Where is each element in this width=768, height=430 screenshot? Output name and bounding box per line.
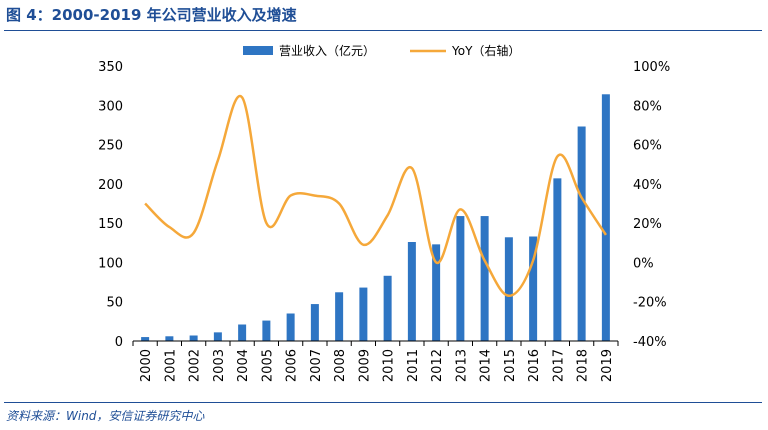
x-tick-label: 2009: [357, 349, 372, 382]
left-tick-label: 250: [98, 139, 123, 154]
x-axis-ticks: 2000 2001 2002 2003 2004 2005 2006 2007 2008 2009…: [132, 341, 619, 382]
revenue-bar: [383, 275, 392, 341]
revenue-bar: [262, 320, 271, 341]
left-tick-label: 150: [98, 217, 123, 232]
revenue-bars: [141, 94, 610, 342]
revenue-bar: [165, 336, 174, 341]
right-tick-label: 100%: [633, 60, 670, 75]
right-axis-ticks: -40% -20% 0% 20% 40% 60% 80% 100%: [633, 60, 670, 350]
x-tick-label: 2014: [479, 349, 494, 382]
revenue-bar: [456, 216, 465, 341]
source-note: 资料来源：Wind，安信证券研究中心: [6, 409, 205, 423]
figure-title: 图 4：2000-2019 年公司营业收入及增速: [6, 6, 297, 24]
x-tick-label: 2001: [163, 349, 178, 382]
left-tick-label: 350: [98, 60, 123, 75]
x-tick-label: 2018: [576, 349, 591, 382]
left-tick-label: 100: [98, 256, 123, 271]
x-tick-label: 2000: [139, 349, 154, 382]
revenue-bar: [141, 337, 150, 341]
revenue-bar: [601, 94, 610, 342]
right-tick-label: 20%: [633, 217, 662, 232]
right-tick-label: 80%: [633, 99, 662, 114]
legend-revenue-swatch: [243, 46, 273, 55]
left-tick-label: 300: [98, 99, 123, 114]
x-tick-label: 2011: [406, 349, 421, 382]
x-tick-label: 2016: [527, 349, 542, 382]
x-tick-label: 2007: [309, 349, 324, 382]
right-tick-label: 60%: [633, 139, 662, 154]
title-rule: [4, 30, 762, 31]
revenue-bar: [432, 244, 441, 341]
x-tick-label: 2019: [600, 349, 615, 382]
x-tick-label: 2005: [260, 349, 275, 382]
revenue-bar: [359, 287, 368, 341]
revenue-bar: [407, 242, 416, 341]
revenue-bar: [504, 237, 513, 341]
revenue-bar: [480, 216, 489, 341]
x-tick-label: 2012: [430, 349, 445, 382]
yoy-line: [144, 94, 607, 298]
left-tick-label: 50: [106, 296, 123, 311]
revenue-bar: [310, 304, 319, 341]
left-tick-label: 200: [98, 178, 123, 193]
x-tick-label: 2010: [382, 349, 397, 382]
right-tick-label: -20%: [633, 296, 667, 311]
revenue-bar: [335, 292, 344, 341]
right-tick-label: 40%: [633, 178, 662, 193]
revenue-bar: [213, 332, 222, 341]
right-tick-label: 0%: [633, 256, 654, 271]
x-tick-label: 2017: [551, 349, 566, 382]
revenue-bar: [238, 324, 247, 341]
left-axis-ticks: 0 50 100 150 200 250 300 350: [98, 60, 123, 350]
revenue-bar: [553, 178, 562, 341]
x-tick-label: 2004: [236, 349, 251, 382]
revenue-yoy-chart: 营业收入（亿元） YoY（右轴） 0 50 100 150 200 250 300 350 -…: [98, 43, 670, 382]
x-tick-label: 2015: [503, 349, 518, 382]
yoy-series-line: [144, 94, 607, 298]
legend: 营业收入（亿元） YoY（右轴）: [243, 43, 520, 58]
x-tick-label: 2003: [212, 349, 227, 382]
revenue-bar: [189, 335, 198, 341]
x-tick-label: 2013: [454, 349, 469, 382]
x-tick-label: 2008: [333, 349, 348, 382]
source-rule: [4, 402, 762, 403]
x-tick-label: 2002: [188, 349, 203, 382]
legend-revenue-label: 营业收入（亿元）: [279, 43, 375, 58]
revenue-bar: [529, 236, 538, 341]
x-tick-label: 2006: [285, 349, 300, 382]
legend-yoy-label: YoY（右轴）: [451, 43, 520, 58]
left-tick-label: 0: [115, 335, 123, 350]
revenue-bar: [286, 313, 295, 341]
revenue-bar: [577, 126, 586, 341]
right-tick-label: -40%: [633, 335, 667, 350]
